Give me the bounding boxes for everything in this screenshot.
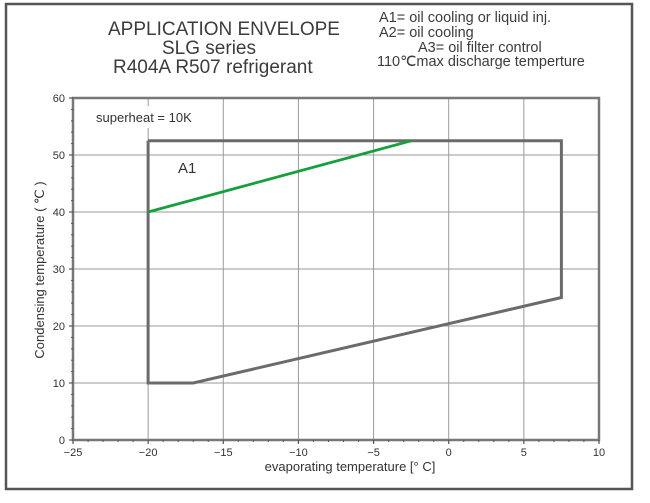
series-layer: [146, 139, 563, 385]
region-a1-label: A1: [178, 160, 196, 177]
y-tick-label: 20: [53, 321, 65, 333]
note-a1: A1= oil cooling or liquid inj.: [379, 10, 552, 26]
note-discharge-temp: 110℃max discharge temperture: [377, 54, 585, 70]
y-tick-label: 10: [53, 378, 65, 390]
y-tick-label: 30: [53, 264, 65, 276]
x-tick-label: 10: [593, 447, 605, 459]
ticks-layer: −25 −20 −15 −10 −5 0 5 10 0 10 20 30 40 50 60: [53, 93, 605, 459]
x-tick-label: −15: [214, 447, 233, 459]
superheat-label: superheat = 10K: [96, 110, 192, 125]
superheat-label-bg: [90, 106, 220, 128]
x-tick-label: −20: [139, 447, 158, 459]
x-tick-label: 5: [521, 447, 527, 459]
y-tick-label: 60: [53, 93, 65, 105]
grid-layer: [73, 98, 599, 440]
note-a3: A3= oil filter control: [418, 40, 542, 56]
outer-border: [4, 2, 634, 491]
a1-boundary-line: [147, 139, 412, 214]
y-tick-label: 0: [59, 435, 65, 447]
y-axis-title: Condensing temperature ( ℃ ): [32, 181, 47, 358]
x-axis-title: evaporating temperature [° C]: [265, 459, 436, 474]
x-tick-label: 0: [446, 447, 452, 459]
y-tick-label: 40: [53, 207, 65, 219]
x-tick-label: −10: [289, 447, 308, 459]
chart-title-line-1: APPLICATION ENVELOPE: [108, 19, 340, 40]
x-tick-label: −5: [367, 447, 380, 459]
x-tick-label: −25: [64, 447, 83, 459]
envelope-boundary-line: [146, 139, 563, 385]
note-a2: A2= oil cooling: [379, 25, 474, 41]
chart-title-line-3: R404A R507 refrigerant: [113, 57, 313, 78]
y-tick-label: 50: [53, 150, 65, 162]
chart-title-line-2: SLG series: [162, 38, 256, 59]
